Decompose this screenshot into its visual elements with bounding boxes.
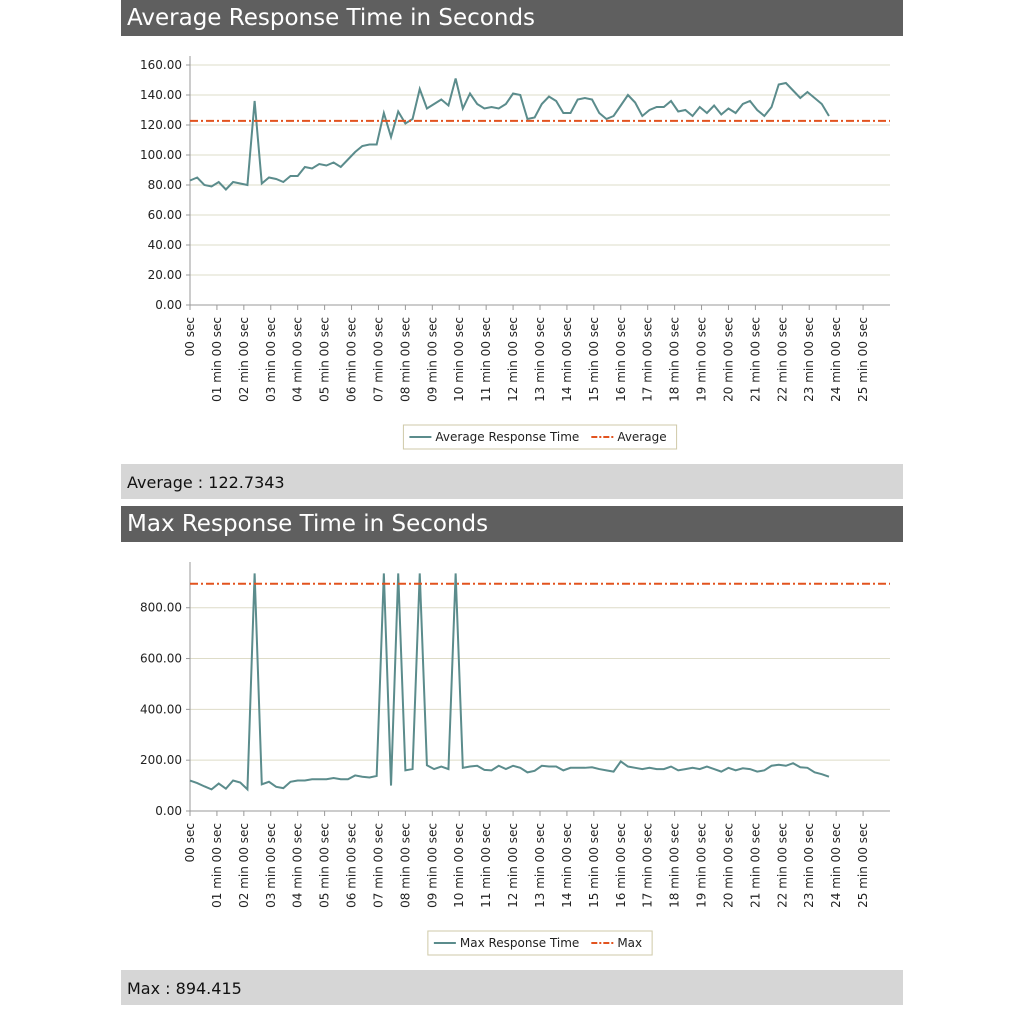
y-tick-label: 60.00 [148,208,182,222]
chart-block: Max Response Time in Seconds 0.00 200.00 40… [0,506,1024,1006]
data-line [189,78,830,191]
legend-box [427,930,653,956]
y-tick-label: 200.00 [140,753,182,767]
y-tick-label: 800.00 [140,601,182,615]
x-tick-label: 16 min 00 sec [614,317,628,402]
x-tick-label: 11 min 00 sec [479,317,493,402]
x-tick-label: 01 min 00 sec [210,317,224,402]
chart: 0.00 20.00 40.00 60.00 80.00 100.00 120.00 140.… [140,56,890,450]
x-tick-label: 18 min 00 sec [668,823,682,908]
y-tick-label: 0.00 [155,298,182,312]
x-tick-label: 08 min 00 sec [398,317,412,402]
x-tick-label: 19 min 00 sec [695,823,709,908]
x-tick-label: 06 min 00 sec [345,317,359,402]
x-tick-label: 06 min 00 sec [345,823,359,908]
x-tick-label: 12 min 00 sec [506,317,520,402]
x-tick-label: 24 min 00 sec [829,317,843,402]
x-tick-label: 09 min 00 sec [425,823,439,908]
x-tick-label: 15 min 00 sec [587,317,601,402]
x-tick-label: 13 min 00 sec [533,317,547,402]
legend-label: Max Response Time [460,936,579,950]
x-tick-label: 20 min 00 sec [721,823,735,908]
x-tick-label: 05 min 00 sec [318,317,332,402]
x-tick-label: 01 min 00 sec [210,823,224,908]
x-tick-label: 08 min 00 sec [398,823,412,908]
chart-title: Max Response Time in Seconds [121,506,903,542]
summary: Average : 122.7343 [121,464,903,499]
x-tick-label: 17 min 00 sec [641,823,655,908]
x-tick-label: 23 min 00 sec [802,823,816,908]
x-tick-label: 16 min 00 sec [614,823,628,908]
y-tick-label: 600.00 [140,652,182,666]
chart: 0.00 200.00 400.00 600.00 800.00 00 sec 01 min… [140,562,890,956]
x-tick-label: 02 min 00 sec [237,317,251,402]
data-line [189,573,830,792]
x-tick-label: 03 min 00 sec [264,823,278,908]
x-tick-label: 09 min 00 sec [425,317,439,402]
x-tick-label: 14 min 00 sec [560,823,574,908]
x-tick-label: 25 min 00 sec [856,317,870,402]
x-tick-label: 11 min 00 sec [479,823,493,908]
x-tick-label: 04 min 00 sec [291,317,305,402]
x-tick-label: 22 min 00 sec [775,317,789,402]
y-tick-label: 20.00 [148,268,182,282]
x-tick-label: 00 sec [183,317,197,356]
y-tick-label: 80.00 [148,178,182,192]
x-tick-label: 17 min 00 sec [641,317,655,402]
y-tick-label: 100.00 [140,148,182,162]
x-tick-label: 10 min 00 sec [452,823,466,908]
y-tick-label: 0.00 [155,804,182,818]
legend-box [402,424,678,450]
x-tick-label: 07 min 00 sec [371,317,385,402]
y-tick-label: 120.00 [140,118,182,132]
x-tick-label: 20 min 00 sec [721,317,735,402]
y-tick-label: 40.00 [148,238,182,252]
y-tick-label: 400.00 [140,702,182,716]
x-tick-label: 12 min 00 sec [506,823,520,908]
x-tick-label: 21 min 00 sec [748,317,762,402]
legend-label: Max [617,936,642,950]
legend: Average Response Time Average [402,424,678,450]
x-tick-label: 19 min 00 sec [695,317,709,402]
legend-label: Average Response Time [435,430,579,444]
chart-block: Average Response Time in Seconds 0.00 20.0… [0,0,1024,500]
x-tick-label: 10 min 00 sec [452,317,466,402]
x-tick-label: 13 min 00 sec [533,823,547,908]
x-tick-label: 15 min 00 sec [587,823,601,908]
summary: Max : 894.415 [121,970,903,1005]
x-tick-label: 07 min 00 sec [371,823,385,908]
x-tick-label: 18 min 00 sec [668,317,682,402]
x-tick-label: 05 min 00 sec [318,823,332,908]
legend-label: Average [617,430,666,444]
x-tick-label: 25 min 00 sec [856,823,870,908]
y-tick-label: 140.00 [140,88,182,102]
x-tick-label: 02 min 00 sec [237,823,251,908]
y-tick-label: 160.00 [140,58,182,72]
chart-title: Average Response Time in Seconds [121,0,903,36]
legend: Max Response Time Max [427,930,653,956]
x-tick-label: 23 min 00 sec [802,317,816,402]
x-tick-label: 00 sec [183,823,197,862]
x-tick-label: 04 min 00 sec [291,823,305,908]
x-tick-label: 03 min 00 sec [264,317,278,402]
x-tick-label: 14 min 00 sec [560,317,574,402]
x-tick-label: 24 min 00 sec [829,823,843,908]
x-tick-label: 21 min 00 sec [748,823,762,908]
x-tick-label: 22 min 00 sec [775,823,789,908]
